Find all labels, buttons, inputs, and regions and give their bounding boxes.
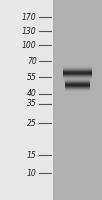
Text: 70: 70: [27, 56, 37, 66]
FancyBboxPatch shape: [63, 67, 92, 68]
FancyBboxPatch shape: [65, 89, 90, 90]
FancyBboxPatch shape: [63, 75, 92, 76]
FancyBboxPatch shape: [65, 81, 90, 82]
FancyBboxPatch shape: [65, 88, 90, 89]
FancyBboxPatch shape: [63, 72, 92, 73]
FancyBboxPatch shape: [63, 74, 92, 75]
FancyBboxPatch shape: [65, 80, 90, 81]
Text: 55: 55: [27, 72, 37, 82]
FancyBboxPatch shape: [65, 90, 90, 91]
FancyBboxPatch shape: [53, 0, 102, 200]
Text: 25: 25: [27, 118, 37, 128]
FancyBboxPatch shape: [65, 79, 90, 80]
FancyBboxPatch shape: [65, 84, 90, 85]
FancyBboxPatch shape: [65, 85, 90, 86]
FancyBboxPatch shape: [63, 76, 92, 77]
Text: 35: 35: [27, 99, 37, 108]
Text: 130: 130: [22, 26, 37, 36]
FancyBboxPatch shape: [0, 0, 53, 200]
FancyBboxPatch shape: [63, 69, 92, 70]
Text: 170: 170: [22, 12, 37, 21]
Text: 40: 40: [27, 90, 37, 98]
Text: 100: 100: [22, 40, 37, 49]
FancyBboxPatch shape: [63, 77, 92, 78]
Text: 10: 10: [27, 168, 37, 178]
FancyBboxPatch shape: [63, 78, 92, 79]
FancyBboxPatch shape: [65, 86, 90, 87]
FancyBboxPatch shape: [63, 70, 92, 71]
FancyBboxPatch shape: [63, 71, 92, 72]
FancyBboxPatch shape: [63, 73, 92, 74]
FancyBboxPatch shape: [65, 83, 90, 84]
FancyBboxPatch shape: [65, 87, 90, 88]
FancyBboxPatch shape: [63, 68, 92, 69]
Text: 15: 15: [27, 150, 37, 160]
FancyBboxPatch shape: [65, 82, 90, 83]
